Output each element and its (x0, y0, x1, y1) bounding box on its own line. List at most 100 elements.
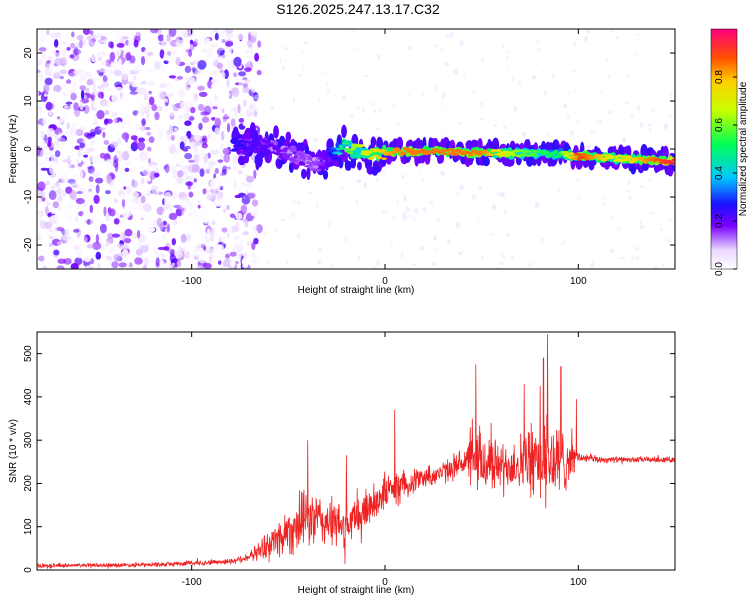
noise-cell (153, 250, 161, 256)
noise-cell (480, 117, 485, 121)
snr-frame (36, 331, 676, 571)
noise-cell (97, 215, 102, 225)
noise-cell (143, 93, 148, 101)
noise-cell (83, 150, 90, 155)
noise-cell (85, 265, 94, 269)
ridge-cell (435, 149, 442, 152)
noise-cell (172, 90, 180, 97)
noise-cell (98, 39, 103, 44)
noise-cell (218, 260, 222, 265)
noise-cell (458, 251, 464, 256)
noise-cell (305, 180, 310, 184)
noise-cell (241, 182, 244, 185)
noise-cell (428, 200, 434, 205)
ridge-cell (298, 152, 306, 156)
noise-cell (639, 184, 645, 189)
noise-cell (286, 259, 289, 265)
ridge-cell (671, 162, 675, 165)
noise-cell (187, 101, 193, 108)
noise-cell (591, 130, 596, 134)
noise-cell (620, 256, 626, 260)
noise-cell (70, 42, 75, 49)
noise-cell (624, 101, 629, 105)
noise-cell (123, 254, 128, 262)
noise-cell (217, 190, 224, 201)
noise-cell (131, 180, 139, 189)
noise-cell (193, 154, 200, 164)
noise-cell (349, 115, 354, 119)
noise-cell (149, 171, 157, 180)
noise-cell (253, 94, 260, 101)
noise-cell (203, 48, 207, 53)
noise-cell (89, 204, 94, 214)
noise-cell (95, 65, 102, 71)
noise-cell (639, 221, 642, 225)
noise-cell (219, 225, 226, 235)
noise-cell (66, 202, 74, 212)
noise-cell (440, 171, 446, 176)
ridge-cell (511, 154, 517, 157)
noise-cell (235, 251, 242, 260)
noise-cell (243, 99, 247, 108)
noise-cell (127, 38, 133, 48)
noise-cell (171, 171, 175, 176)
noise-cell (37, 90, 40, 96)
noise-cell (127, 210, 133, 216)
noise-cell (247, 39, 253, 48)
noise-cell (47, 140, 52, 148)
noise-cell (109, 86, 117, 93)
noise-cell (279, 57, 283, 64)
noise-cell (198, 122, 203, 131)
y-tick-label: 500 (23, 345, 34, 362)
noise-cell (57, 195, 63, 202)
noise-cell (459, 184, 464, 191)
noise-cell (315, 203, 319, 209)
ridge-cell (290, 159, 299, 162)
noise-cell (290, 212, 296, 218)
noise-cell (225, 41, 234, 47)
noise-cell (168, 107, 175, 117)
ridge-cell (529, 152, 537, 155)
noise-cell (50, 225, 58, 230)
noise-cell (146, 131, 152, 136)
noise-cell (217, 56, 224, 64)
noise-cell (132, 165, 137, 175)
noise-cell (154, 111, 160, 118)
noise-cell (223, 153, 230, 163)
noise-cell (118, 193, 124, 199)
noise-cell (134, 30, 141, 37)
noise-cell (373, 108, 376, 114)
noise-cell (113, 69, 122, 77)
noise-cell (526, 223, 529, 226)
noise-cell (226, 122, 231, 133)
noise-cell (292, 98, 296, 103)
noise-cell (53, 249, 60, 256)
x-tick-label: 100 (570, 276, 587, 287)
noise-cell (189, 224, 198, 230)
noise-cell (171, 262, 176, 267)
noise-cell (175, 250, 183, 259)
noise-cell (174, 127, 178, 132)
noise-cell (212, 106, 219, 110)
noise-cell (227, 175, 232, 185)
noise-cell (211, 82, 219, 91)
noise-cell (421, 179, 424, 183)
noise-cell (118, 262, 127, 268)
noise-cell (137, 141, 146, 151)
noise-cell (63, 258, 72, 265)
noise-cell (566, 91, 571, 95)
noise-cell (121, 73, 129, 81)
noise-cell (250, 208, 259, 217)
noise-cell (199, 37, 206, 43)
noise-cell (205, 249, 214, 254)
noise-cell (182, 50, 190, 58)
noise-cell (86, 79, 94, 86)
noise-cell (185, 250, 190, 259)
ridge-cell (272, 146, 280, 150)
noise-cell (74, 257, 83, 266)
noise-cell (77, 223, 86, 227)
noise-cell (405, 207, 411, 212)
noise-cell (237, 104, 241, 114)
noise-cell (304, 41, 309, 44)
noise-cell (49, 61, 55, 68)
